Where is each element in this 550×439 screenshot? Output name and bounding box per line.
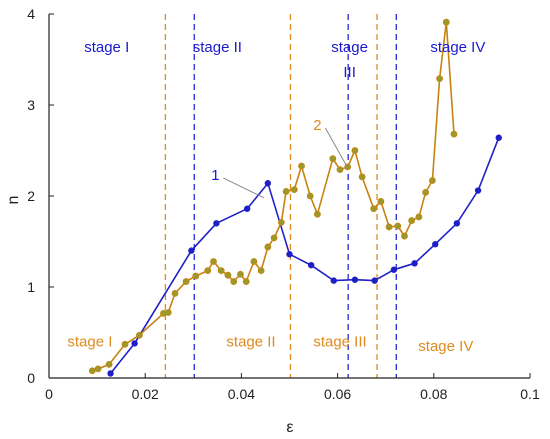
data-point-series-1 [495, 134, 502, 141]
data-point-series-2 [105, 360, 113, 368]
data-point-series-2 [264, 243, 272, 251]
data-point-series-2 [442, 18, 450, 26]
data-point-series-1 [243, 205, 251, 212]
data-point-series-1 [474, 187, 482, 194]
series-tag-leader [324, 127, 349, 169]
data-point-series-1 [411, 260, 418, 267]
x-tick-label: 0.02 [132, 386, 159, 402]
data-point-series-2 [282, 188, 290, 195]
data-point-series-2 [385, 223, 393, 231]
x-tick-label: 0.08 [420, 386, 447, 402]
data-point-series-2 [306, 192, 314, 200]
data-point-series-2 [230, 278, 238, 285]
data-point-series-1 [371, 277, 378, 284]
data-point-series-2 [121, 340, 129, 348]
series-tag-label: 1 [211, 167, 219, 184]
y-tick-label: 1 [27, 279, 35, 295]
data-point-series-1 [131, 340, 138, 347]
y-tick-label: 4 [27, 6, 35, 22]
data-point-series-1 [107, 370, 114, 377]
stage-label-top: stage IV [430, 39, 485, 56]
data-point-series-2 [217, 267, 225, 275]
x-tick-label: 0.1 [520, 386, 540, 402]
data-point-series-1 [307, 261, 315, 269]
data-point-series-1 [264, 180, 272, 187]
stage-label-bottom: stage IV [418, 338, 473, 355]
data-point-series-1 [432, 241, 439, 248]
stage-label-top: stage II [193, 39, 242, 56]
data-point-series-2 [358, 173, 366, 181]
data-point-series-2 [336, 166, 344, 174]
data-point-series-2 [428, 177, 436, 184]
data-point-series-1 [351, 276, 359, 283]
data-point-series-2 [290, 186, 298, 194]
data-point-series-2 [224, 271, 232, 279]
data-point-series-2 [351, 147, 359, 154]
data-point-series-2 [242, 278, 250, 285]
data-point-series-2 [450, 130, 458, 138]
data-point-series-2 [394, 222, 402, 230]
data-point-series-1 [188, 247, 195, 254]
data-point-series-2 [415, 213, 423, 221]
axes: 0 0.02 0.04 0.06 0.08 0.1 0 1 2 3 4 [27, 6, 540, 402]
y-tick-label: 0 [27, 370, 35, 386]
y-tick-label: 2 [27, 188, 35, 204]
data-point-series-1 [390, 266, 398, 273]
data-point-series-2 [270, 234, 278, 242]
data-point-series-2 [182, 278, 190, 285]
data-point-series-2 [277, 218, 285, 226]
data-point-series-1 [213, 220, 220, 227]
x-tick-label: 0.06 [324, 386, 351, 402]
data-point-series-2 [88, 367, 96, 375]
data-point-series-1 [453, 220, 461, 227]
stage-label-bottom: stage III [313, 334, 366, 351]
data-series [88, 18, 502, 377]
stage-label-bottom: stage I [67, 334, 112, 351]
data-point-series-2 [250, 258, 258, 265]
data-point-series-2 [204, 267, 212, 275]
data-point-series-2 [94, 365, 102, 373]
data-point-series-1 [286, 251, 293, 258]
data-point-series-1 [330, 277, 337, 284]
data-point-series-2 [171, 289, 179, 297]
data-point-series-2 [422, 188, 430, 196]
stage-label-top: stage I [84, 39, 129, 56]
data-point-series-2 [377, 198, 385, 205]
data-point-series-2 [408, 217, 416, 224]
data-point-series-2 [298, 162, 305, 170]
stage-label-top: stage [331, 39, 368, 56]
data-point-series-2 [329, 155, 337, 163]
data-point-series-2 [257, 267, 265, 275]
data-point-series-2 [210, 258, 217, 265]
x-tick-label: 0 [45, 386, 53, 402]
stage-label-bottom: stage II [226, 334, 275, 351]
data-point-series-2 [313, 210, 321, 218]
data-point-series-2 [164, 309, 172, 316]
data-point-series-2 [192, 272, 200, 280]
data-point-series-2 [436, 75, 443, 83]
stage-label-top: III [343, 64, 356, 81]
y-axis-label: n [5, 196, 22, 205]
stage-boundary-lines [164, 14, 397, 378]
data-point-series-2 [136, 331, 143, 339]
data-point-series-2 [370, 205, 378, 213]
data-point-series-2 [401, 232, 408, 240]
annotations: stage I stage II stage III stage IV stage I st… [67, 39, 485, 355]
x-tick-label: 0.04 [228, 386, 255, 402]
series-tag-leader [223, 177, 265, 199]
series-tag-label: 2 [313, 117, 321, 134]
x-axis-label: ε [286, 419, 293, 436]
series-line-2 [92, 21, 455, 372]
y-tick-label: 3 [27, 97, 35, 113]
data-point-series-2 [237, 270, 244, 278]
